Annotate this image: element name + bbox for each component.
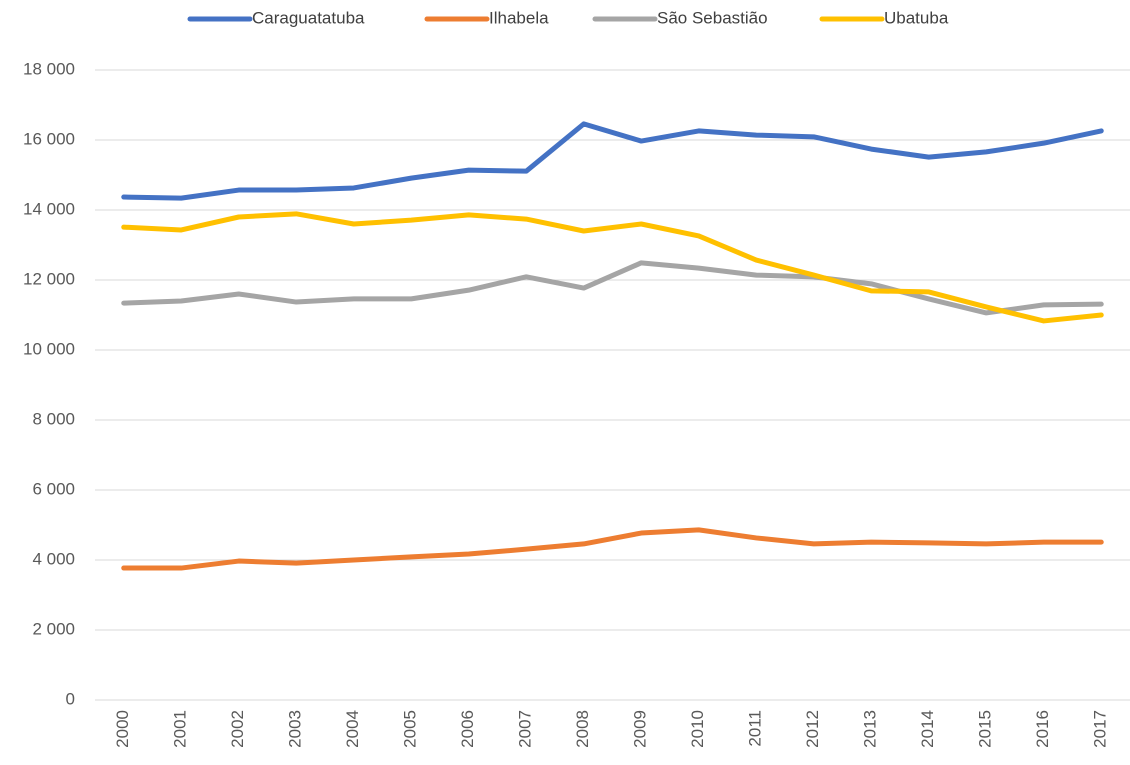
y-tick-label: 2 000: [32, 619, 75, 638]
x-tick-label: 2000: [113, 710, 132, 748]
y-tick-label: 4 000: [32, 549, 75, 568]
y-tick-label: 10 000: [23, 339, 75, 358]
x-tick-label: 2005: [401, 710, 420, 748]
x-tick-label: 2017: [1091, 710, 1110, 748]
x-tick-label: 2002: [228, 710, 247, 748]
series-line: [121, 211, 1104, 324]
x-tick-label: 2003: [286, 710, 305, 748]
y-tick-label: 12 000: [23, 269, 75, 288]
legend-label: Ilhabela: [489, 8, 549, 27]
x-tick-label: 2008: [573, 710, 592, 748]
legend-label: Ubatuba: [884, 8, 949, 27]
x-tick-label: 2004: [343, 710, 362, 748]
y-tick-label: 14 000: [23, 199, 75, 218]
x-tick-label: 2001: [171, 710, 190, 748]
x-tick-label: 2007: [516, 710, 535, 748]
series-line: [121, 260, 1104, 316]
x-tick-label: 2014: [918, 710, 937, 748]
x-tick-label: 2006: [458, 710, 477, 748]
y-tick-label: 8 000: [32, 409, 75, 428]
x-tick-label: 2016: [1033, 710, 1052, 748]
x-tick-label: 2012: [803, 710, 822, 748]
y-tick-label: 6 000: [32, 479, 75, 498]
series-line: [121, 527, 1104, 571]
x-tick-label: 2013: [861, 710, 880, 748]
legend-label: São Sebastião: [657, 8, 768, 27]
y-tick-label: 18 000: [23, 59, 75, 78]
y-tick-label: 16 000: [23, 129, 75, 148]
x-tick-label: 2009: [631, 710, 650, 748]
x-tick-label: 2010: [688, 710, 707, 748]
legend-label: Caraguatatuba: [252, 8, 365, 27]
x-tick-label: 2011: [746, 710, 765, 747]
series-line: [121, 121, 1104, 201]
y-tick-label: 0: [66, 689, 75, 708]
x-tick-label: 2015: [976, 710, 995, 748]
